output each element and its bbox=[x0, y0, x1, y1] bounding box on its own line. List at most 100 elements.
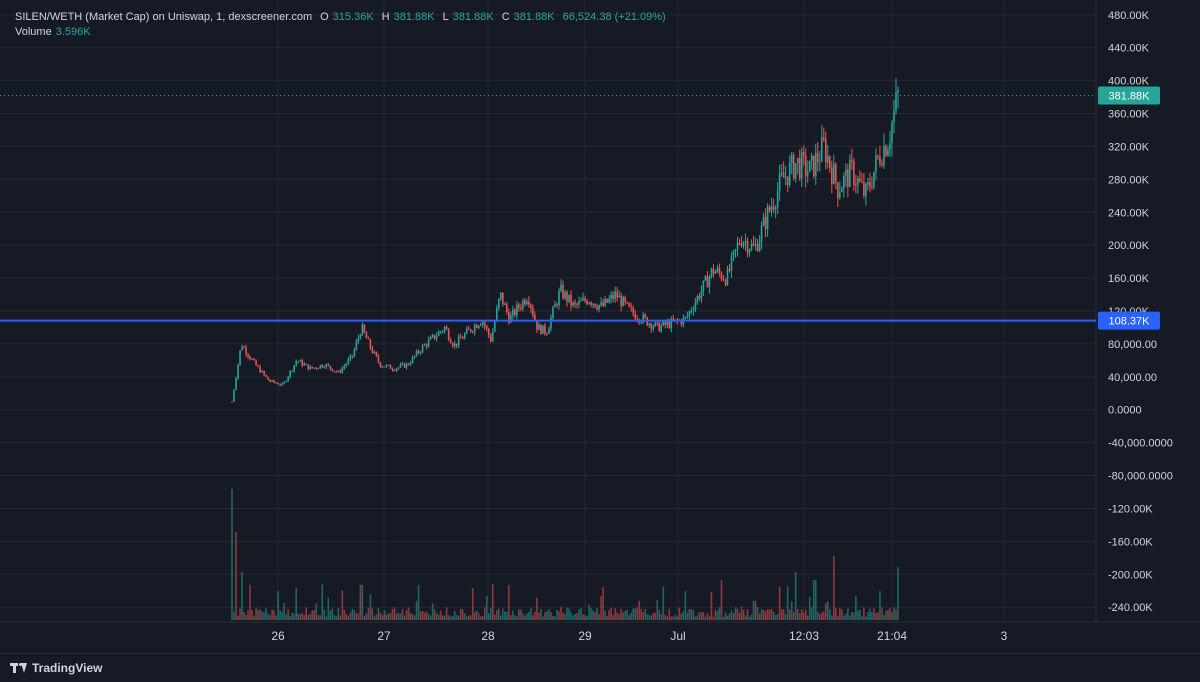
volume-bar bbox=[728, 613, 731, 620]
candle-body bbox=[806, 171, 809, 176]
candle-body bbox=[379, 362, 382, 367]
volume-bar bbox=[720, 580, 723, 620]
candle-body bbox=[680, 320, 683, 325]
candle-body bbox=[405, 363, 408, 368]
volume-bar bbox=[750, 614, 753, 620]
candle-body bbox=[305, 363, 308, 365]
volume-bar bbox=[469, 615, 472, 620]
candle-body bbox=[828, 156, 831, 168]
volume-bar bbox=[764, 611, 767, 620]
candle-body bbox=[373, 351, 376, 353]
volume-bar bbox=[744, 615, 747, 620]
candle-body bbox=[566, 291, 568, 302]
volume-bar bbox=[792, 611, 795, 620]
candle-body bbox=[656, 322, 659, 324]
volume-bar bbox=[879, 591, 881, 620]
volume-bar bbox=[255, 607, 257, 620]
x-tick-label: 29 bbox=[578, 629, 592, 643]
candle-body bbox=[359, 335, 362, 338]
volume-bar bbox=[608, 610, 610, 620]
volume-bar bbox=[598, 613, 600, 620]
volume-bar bbox=[770, 608, 773, 620]
volume-bar bbox=[283, 602, 285, 620]
candle-body bbox=[463, 333, 466, 339]
volume-bar bbox=[249, 584, 251, 620]
tradingview-brand[interactable]: TradingView bbox=[10, 661, 102, 675]
candle-body bbox=[750, 243, 753, 250]
candle-body bbox=[506, 303, 508, 313]
volume-bar bbox=[790, 601, 793, 620]
candle-body bbox=[479, 324, 482, 326]
horizontal-line-tag-label: 108.37K bbox=[1109, 316, 1151, 328]
candle-body bbox=[857, 178, 859, 186]
volume-bar bbox=[668, 608, 671, 620]
volume-bar bbox=[317, 615, 320, 620]
brand-label: TradingView bbox=[32, 661, 103, 675]
candle-body bbox=[411, 357, 414, 364]
candle-body bbox=[766, 207, 769, 230]
candle-body bbox=[833, 164, 835, 184]
candle-body bbox=[758, 241, 761, 251]
candle-body bbox=[859, 178, 861, 182]
volume-bar bbox=[718, 607, 721, 620]
volume-bar bbox=[455, 615, 458, 620]
candle-body bbox=[377, 356, 380, 363]
volume-bar bbox=[363, 615, 366, 620]
candle-body bbox=[726, 268, 729, 285]
candle-body bbox=[804, 155, 807, 176]
candle-body bbox=[530, 304, 532, 309]
volume-bar bbox=[606, 616, 608, 620]
candle-body bbox=[784, 176, 787, 178]
volume-bar bbox=[335, 616, 338, 620]
volume-bar bbox=[678, 607, 681, 620]
volume-bar bbox=[389, 612, 392, 620]
volume-bar bbox=[375, 614, 378, 620]
volume-bar bbox=[413, 615, 416, 620]
volume-bar bbox=[291, 612, 293, 620]
y-tick-label: 480.00K bbox=[1108, 10, 1150, 22]
horizontal-line-tag bbox=[1098, 311, 1160, 330]
volume-bar bbox=[534, 611, 536, 620]
volume-bar bbox=[331, 608, 334, 620]
volume-bar bbox=[835, 607, 837, 620]
candle-body bbox=[413, 355, 416, 358]
volume-bar bbox=[524, 615, 526, 620]
candle-body bbox=[744, 240, 747, 243]
candle-body bbox=[243, 347, 245, 349]
x-tick-label: 26 bbox=[271, 629, 285, 643]
candle-body bbox=[576, 303, 578, 305]
candle-body bbox=[459, 336, 462, 339]
volume-bar bbox=[859, 609, 861, 620]
candle-body bbox=[634, 313, 637, 319]
volume-bar bbox=[883, 614, 885, 620]
volume-bar bbox=[528, 612, 530, 620]
candle-body bbox=[666, 321, 669, 326]
volume-bar bbox=[271, 609, 273, 620]
volume-bar bbox=[746, 609, 749, 620]
candle-body bbox=[843, 175, 845, 189]
candle-body bbox=[542, 325, 544, 334]
volume-bar bbox=[616, 612, 618, 620]
candle-body bbox=[375, 351, 378, 357]
candle-body bbox=[612, 294, 614, 299]
candle-body bbox=[668, 321, 671, 329]
volume-bar bbox=[596, 608, 598, 620]
volume-bar bbox=[508, 584, 510, 620]
candle-body bbox=[760, 225, 763, 242]
candle-body bbox=[867, 182, 869, 185]
volume-bar bbox=[694, 616, 697, 620]
candle-body bbox=[588, 302, 590, 304]
volume-bar bbox=[560, 607, 562, 620]
candle-body bbox=[578, 300, 580, 305]
candle-body bbox=[660, 325, 663, 332]
candle-body bbox=[461, 338, 464, 340]
chart-canvas[interactable]: 480.00K440.00K400.00K360.00K320.00K280.0… bbox=[0, 0, 1200, 654]
volume-bar bbox=[782, 609, 785, 620]
volume-bar bbox=[646, 614, 649, 620]
candle-body bbox=[873, 171, 875, 188]
candle-body bbox=[512, 309, 514, 316]
volume-bar bbox=[485, 595, 488, 620]
candle-body bbox=[618, 295, 620, 298]
candle-body bbox=[536, 320, 538, 330]
